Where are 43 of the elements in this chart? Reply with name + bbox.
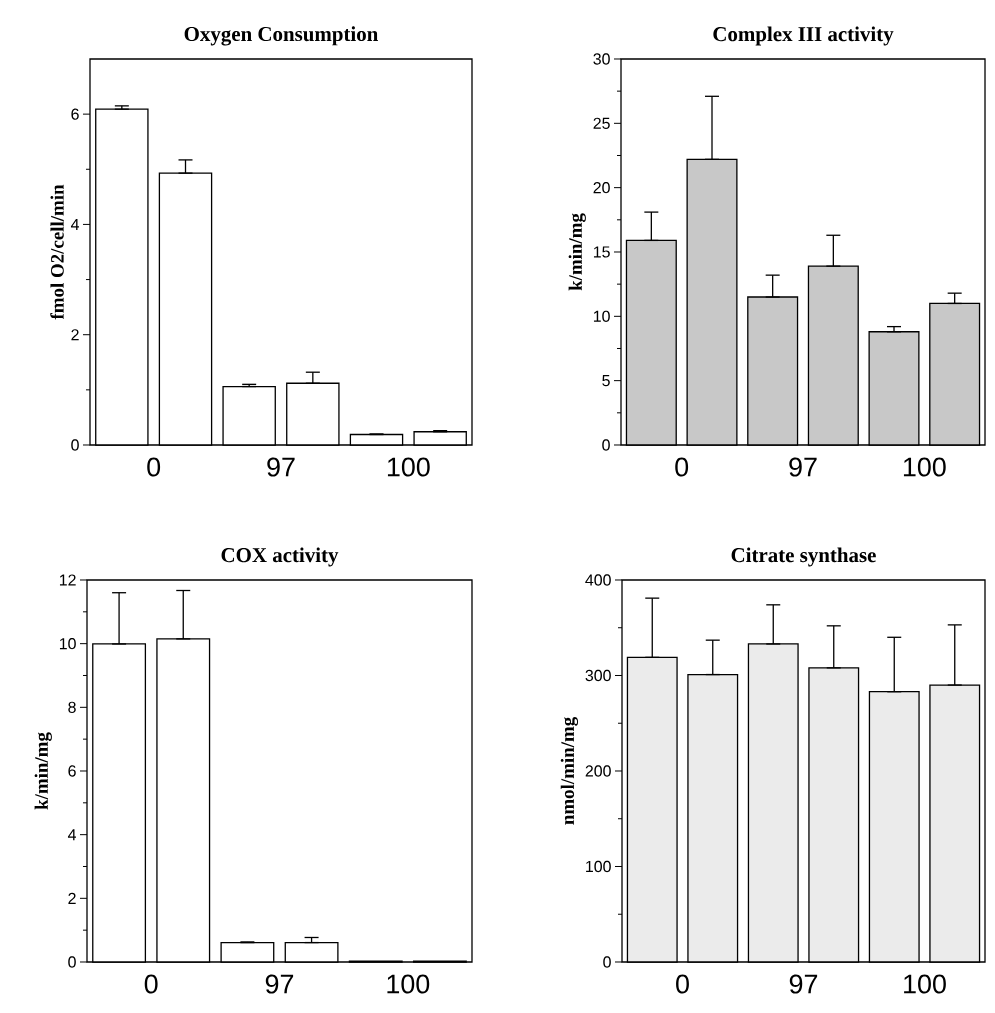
- y-tick-label: 2: [71, 329, 79, 341]
- x-tick-label: 97: [789, 457, 817, 477]
- chart-title: Citrate synthase: [731, 547, 876, 567]
- x-tick-label: 100: [387, 457, 430, 477]
- x-tick-label: 97: [267, 457, 295, 477]
- y-axis-title: fmol O2/cell/min: [50, 184, 64, 320]
- y-tick-label: 2: [68, 892, 76, 904]
- x-tick-label: 0: [144, 974, 158, 994]
- y-tick-label: 4: [67, 829, 76, 841]
- y-tick-label: 4: [70, 218, 79, 230]
- y-tick-label: 100: [586, 860, 611, 873]
- x-tick-label: 0: [675, 457, 689, 477]
- y-tick-label: 25: [593, 117, 610, 129]
- y-tick-label: 0: [603, 956, 611, 968]
- x-tick-label: 0: [147, 457, 161, 477]
- y-axis-title: k/min/mg: [568, 213, 586, 291]
- x-tick-label: 97: [789, 974, 818, 994]
- y-tick-label: 10: [59, 638, 76, 650]
- y-tick-label: 8: [68, 701, 76, 713]
- y-tick-label: 12: [59, 574, 76, 586]
- y-tick-label: 6: [71, 108, 79, 120]
- y-axis-title: k/min/mg: [34, 732, 52, 810]
- x-tick-label: 100: [387, 974, 430, 994]
- y-tick-label: 200: [585, 765, 611, 777]
- y-tick-label: 20: [593, 182, 610, 194]
- chart-title: Oxygen Consumption: [184, 26, 379, 46]
- chart-title: COX activity: [221, 547, 339, 567]
- x-tick-label: 100: [904, 974, 946, 994]
- x-tick-label: 0: [676, 974, 689, 994]
- y-tick-label: 400: [585, 574, 611, 586]
- chart-title: Complex III activity: [713, 26, 894, 46]
- y-tick-label: 6: [68, 765, 76, 777]
- y-tick-label: 0: [602, 439, 610, 451]
- y-tick-label: 30: [593, 53, 610, 65]
- x-tick-label: 97: [265, 974, 294, 994]
- y-axis-title: nmol/min/mg: [560, 717, 579, 825]
- y-tick-label: 15: [593, 246, 610, 258]
- y-tick-label: 300: [585, 669, 611, 682]
- y-tick-label: 0: [68, 956, 76, 968]
- y-tick-label: 10: [593, 310, 610, 322]
- y-tick-label: 0: [71, 439, 79, 451]
- x-tick-label: 100: [903, 457, 946, 477]
- y-tick-label: 5: [602, 375, 610, 387]
